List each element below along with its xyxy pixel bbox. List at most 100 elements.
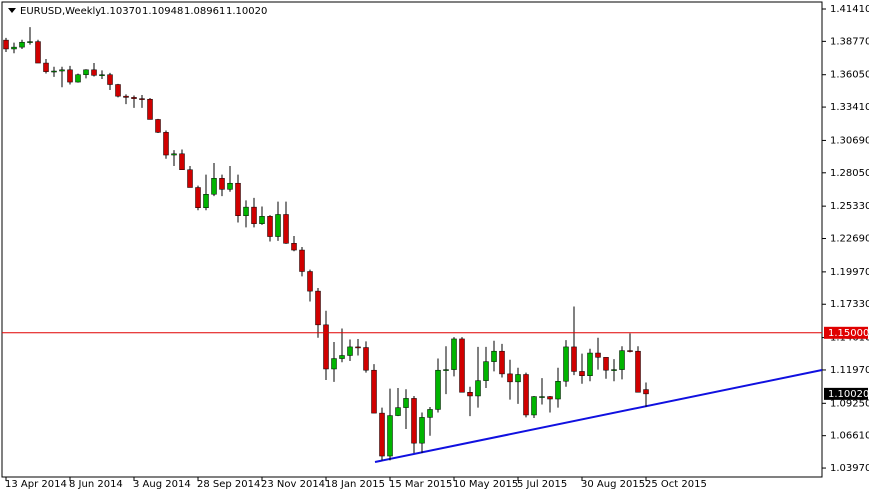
candle-body	[179, 153, 185, 170]
candle-body	[235, 182, 241, 216]
candle-body	[539, 396, 545, 398]
candle-body	[603, 357, 609, 371]
candle-body	[611, 369, 617, 371]
candle-body	[635, 350, 641, 393]
header-icon	[8, 8, 16, 13]
y-tick-label: 1.09250	[830, 398, 869, 409]
candle-body	[131, 97, 137, 99]
candle-body	[211, 178, 217, 195]
candle-body	[371, 369, 377, 414]
candle-body	[563, 346, 569, 382]
y-tick-label: 1.41410	[830, 4, 869, 15]
symbol: EURUSD,Weekly	[20, 6, 101, 17]
x-tick-label: 28 Sep 2014	[197, 479, 260, 490]
candle-body	[67, 69, 73, 83]
x-tick-label: 25 Oct 2015	[645, 479, 707, 490]
candle-body	[339, 355, 345, 359]
candle-body	[411, 398, 417, 444]
candle-body	[59, 69, 65, 72]
candle-body	[171, 153, 177, 156]
candle-body	[427, 409, 433, 418]
candle-body	[243, 206, 249, 216]
candle-body	[3, 39, 9, 50]
candle-body	[499, 350, 505, 375]
candle-body	[83, 69, 89, 75]
x-tick-label: 5 Jul 2015	[517, 479, 567, 490]
candle-body	[123, 95, 129, 98]
x-tick-label: 13 Apr 2014	[5, 479, 67, 490]
x-tick-label: 23 Nov 2014	[261, 479, 325, 490]
candle-body	[291, 243, 297, 251]
candle-body	[363, 347, 369, 371]
hline-label-box	[824, 326, 868, 339]
candle-body	[27, 41, 33, 43]
candle-body	[163, 132, 169, 156]
candle-body	[395, 407, 401, 416]
candle-body	[355, 346, 361, 349]
candle-body	[219, 178, 225, 190]
candle-body	[307, 271, 313, 292]
last-price-label: 1.10020	[828, 389, 869, 400]
y-tick-label: 1.30690	[830, 135, 869, 146]
candle-body	[331, 358, 337, 370]
candle-body	[347, 346, 353, 356]
x-tick-label: 30 Aug 2015	[581, 479, 645, 490]
header-close: 1.10020	[226, 6, 267, 17]
candle-body	[435, 369, 441, 410]
candle-body	[595, 352, 601, 358]
candle-body	[491, 350, 497, 362]
candle-body	[443, 369, 449, 371]
candle-body	[555, 380, 561, 400]
candle-body	[75, 74, 81, 83]
candle-body	[299, 249, 305, 272]
candle-body	[275, 214, 281, 237]
candle-body	[107, 74, 113, 85]
candle-body	[515, 374, 521, 383]
candle-body	[251, 206, 257, 224]
y-tick-label: 1.28050	[830, 168, 869, 179]
candle-body	[259, 216, 265, 224]
hline-label: 1.15000	[828, 328, 869, 339]
candle-body	[139, 98, 145, 100]
candle-body	[523, 374, 529, 416]
y-tick-label: 1.36050	[830, 70, 869, 81]
candle-body	[147, 98, 153, 120]
candle-body	[51, 70, 57, 73]
y-tick-label: 1.25330	[830, 201, 869, 212]
candle-body	[11, 46, 17, 50]
candle-body	[91, 69, 97, 76]
candle-body	[571, 346, 577, 372]
candle-body	[115, 84, 121, 97]
candle-body	[579, 371, 585, 376]
y-tick-label: 1.38770	[830, 36, 869, 47]
x-tick-label: 8 Jun 2014	[69, 479, 123, 490]
candle-body	[643, 389, 649, 395]
y-tick-label: 1.19970	[830, 267, 869, 278]
y-tick-label: 1.11970	[830, 365, 869, 376]
header-low: 1.08961	[184, 6, 225, 17]
candle-body	[419, 417, 425, 444]
candle-body	[451, 338, 457, 370]
candle-body	[547, 396, 553, 400]
candle-body	[387, 415, 393, 457]
candle-body	[35, 41, 41, 64]
candle-body	[267, 216, 273, 237]
candle-body	[187, 169, 193, 188]
x-tick-label: 3 Aug 2014	[133, 479, 191, 490]
y-tick-label: 1.06610	[830, 431, 869, 442]
candle-body	[155, 119, 161, 133]
header-open: 1.10370	[100, 6, 141, 17]
y-tick-label: 1.33410	[830, 102, 869, 113]
candle-body	[203, 194, 209, 208]
candle-body	[587, 352, 593, 376]
candle-body	[627, 350, 633, 352]
candle-body	[459, 338, 465, 393]
y-tick-label: 1.17330	[830, 299, 869, 310]
y-tick-label: 1.03970	[830, 463, 869, 474]
x-tick-label: 15 Mar 2015	[389, 479, 452, 490]
candle-body	[19, 41, 25, 48]
candle-body	[403, 398, 409, 408]
candle-body	[195, 187, 201, 208]
header-high: 1.10948	[142, 6, 183, 17]
candle-body	[483, 361, 489, 381]
